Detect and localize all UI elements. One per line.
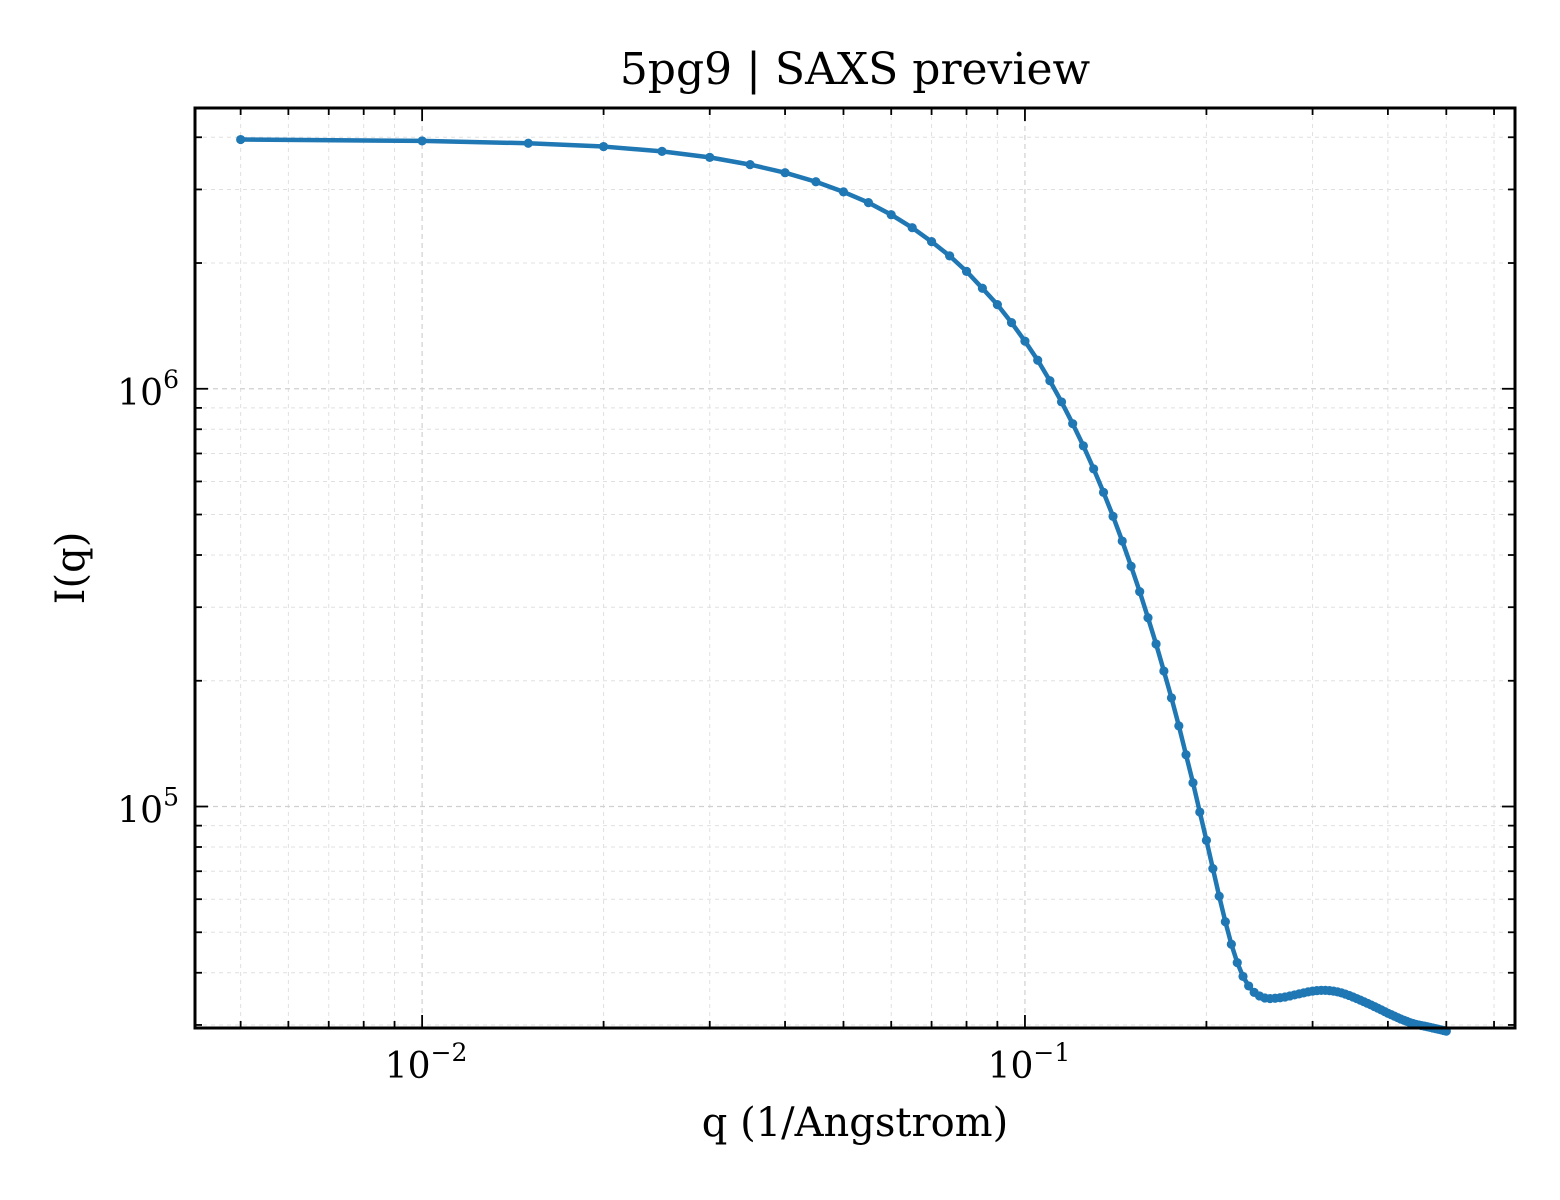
data-point (1117, 536, 1127, 546)
data-point (992, 300, 1002, 310)
y-tick-label-base: 10 (117, 791, 163, 832)
y-tick-label-exponent: 6 (163, 365, 179, 394)
data-point (1244, 981, 1254, 991)
data-point (1143, 613, 1153, 623)
data-point (1151, 639, 1161, 649)
data-point (1089, 464, 1099, 474)
data-point (961, 266, 972, 276)
data-point (236, 134, 246, 145)
data-point (1078, 441, 1088, 451)
data-point (1208, 864, 1218, 874)
data-point (523, 138, 533, 148)
data-point (1159, 666, 1169, 676)
ticks (195, 108, 1515, 1028)
data-point (598, 141, 609, 152)
data-point (863, 198, 874, 208)
data-point (705, 152, 715, 162)
data-point (907, 223, 917, 233)
data-point (1201, 835, 1212, 845)
data-point (1226, 939, 1236, 949)
data-point (811, 177, 821, 187)
data-point (1006, 318, 1017, 328)
data-point (886, 210, 896, 220)
y-tick-label: 106 (117, 365, 179, 414)
data-point (1188, 778, 1198, 788)
data-point (1056, 397, 1067, 407)
data-point (1220, 917, 1230, 927)
x-tick-label-exponent: −2 (431, 1038, 468, 1067)
chart-title: 5pg9 | SAXS preview (620, 44, 1091, 95)
y-axis-label: I(q) (48, 532, 94, 605)
data-point (1108, 511, 1118, 521)
data-point (945, 251, 955, 261)
data-point (1181, 750, 1191, 760)
data-point (1135, 586, 1145, 597)
data-point (1033, 355, 1043, 365)
data-point (1098, 487, 1109, 497)
data-point (780, 168, 790, 178)
data-point (417, 136, 427, 146)
data-point (1174, 721, 1184, 731)
plot-frame (193, 106, 1517, 1030)
data-point (1214, 891, 1224, 901)
x-tick-label-exponent: −1 (1033, 1038, 1070, 1067)
data-point (838, 187, 849, 197)
data-point (926, 237, 937, 247)
x-axis-label: q (1/Angstrom) (702, 1100, 1008, 1146)
data-point (1126, 561, 1136, 571)
x-tick-label: 10−2 (385, 1038, 468, 1087)
data-point (745, 160, 755, 170)
y-tick-label-exponent: 5 (163, 783, 179, 812)
data-point (1195, 807, 1205, 817)
data-point (657, 146, 667, 156)
x-tick-label: 10−1 (988, 1038, 1071, 1087)
x-tick-label-base: 10 (385, 1046, 431, 1087)
data-point (1232, 958, 1242, 968)
data-point (1068, 419, 1078, 429)
data-point (977, 283, 988, 293)
y-tick-label: 105 (117, 783, 179, 832)
y-tick-label-base: 10 (117, 373, 163, 414)
data-point (1238, 971, 1248, 982)
data-point (1020, 336, 1030, 346)
data-point (1045, 376, 1055, 386)
grid (195, 108, 1515, 1028)
data-point (1166, 693, 1177, 703)
x-tick-label-base: 10 (988, 1046, 1034, 1087)
